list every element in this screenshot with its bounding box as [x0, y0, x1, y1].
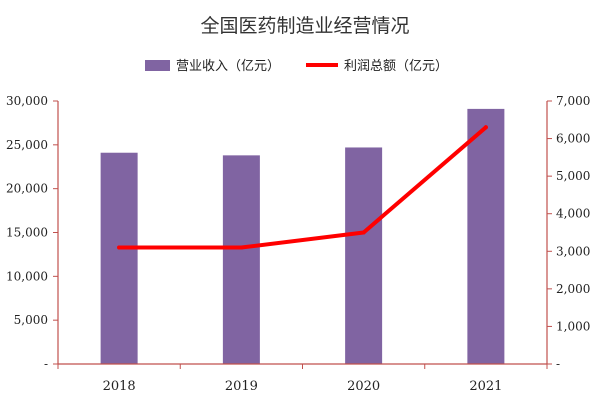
- y-right-tick-label: 4,000: [556, 207, 590, 221]
- y-left-tick-label: 15,000: [6, 226, 48, 240]
- y-right-tick-label: 2,000: [556, 282, 590, 296]
- x-tick-label: 2019: [225, 379, 258, 394]
- legend-swatch-revenue: [145, 60, 170, 71]
- x-tick-label: 2021: [469, 379, 502, 394]
- y-left-tick-label: -: [44, 357, 48, 371]
- bar-revenue-2020: [345, 147, 383, 364]
- point-profit-2018: [117, 245, 122, 250]
- y-right-tick-label: -: [556, 357, 560, 371]
- y-left-tick-label: 5,000: [14, 313, 48, 327]
- x-tick-label: 2018: [103, 379, 136, 394]
- legend-label-profit: 利润总额（亿元）: [344, 59, 448, 74]
- plot-area: - 5,000 10,000 15,000 20,000 25,000 30,000 - 1,0…: [6, 94, 590, 394]
- legend-label-revenue: 营业收入（亿元）: [176, 59, 280, 74]
- y-left-tick-label: 10,000: [6, 269, 48, 283]
- bar-revenue-2019: [222, 155, 260, 364]
- y-right-tick-label: 5,000: [556, 169, 590, 183]
- y-right-tick-label: 1,000: [556, 319, 590, 333]
- bar-revenue-2021: [467, 108, 505, 364]
- y-left-tick-label: 20,000: [6, 182, 48, 196]
- y-left-tick-label: 25,000: [6, 138, 48, 152]
- point-profit-2020: [361, 230, 366, 235]
- point-profit-2021: [483, 125, 488, 130]
- bar-revenue-2018: [100, 152, 138, 364]
- y-right-tick-label: 6,000: [556, 132, 590, 146]
- point-profit-2019: [239, 245, 244, 250]
- line-profit: [117, 125, 488, 250]
- legend: 营业收入（亿元） 利润总额（亿元）: [145, 59, 448, 74]
- x-tick-label: 2020: [347, 379, 380, 394]
- y-right-tick-label: 7,000: [556, 94, 590, 108]
- chart-title: 全国医药制造业经营情况: [200, 15, 409, 37]
- y-right-tick-label: 3,000: [556, 244, 590, 258]
- y-left-tick-label: 30,000: [6, 94, 48, 108]
